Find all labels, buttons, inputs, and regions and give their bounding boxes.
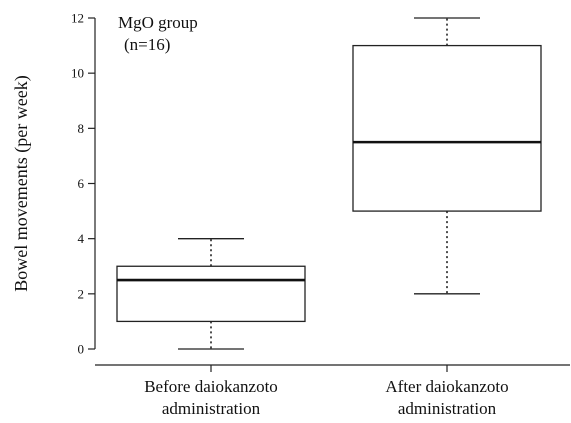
x-tick-label: Before daiokanzoto [144, 377, 278, 396]
y-tick-label: 4 [78, 231, 85, 246]
y-tick-label: 0 [78, 342, 85, 357]
y-tick-label: 6 [78, 176, 85, 191]
y-tick-label: 2 [78, 286, 85, 301]
iqr-box [353, 46, 541, 212]
x-tick-label: administration [398, 399, 497, 418]
x-tick-label: administration [162, 399, 261, 418]
group-annotation-count: (n=16) [124, 35, 170, 54]
iqr-box [117, 266, 305, 321]
boxes [117, 18, 541, 349]
group-annotation-label: MgO group [118, 13, 198, 32]
x-tick-label: After daiokanzoto [385, 377, 508, 396]
y-tick-label: 8 [78, 121, 85, 136]
y-tick-label: 12 [71, 11, 84, 26]
y-axis-title: Bowel movements (per week) [11, 75, 32, 291]
y-tick-label: 10 [71, 66, 84, 81]
